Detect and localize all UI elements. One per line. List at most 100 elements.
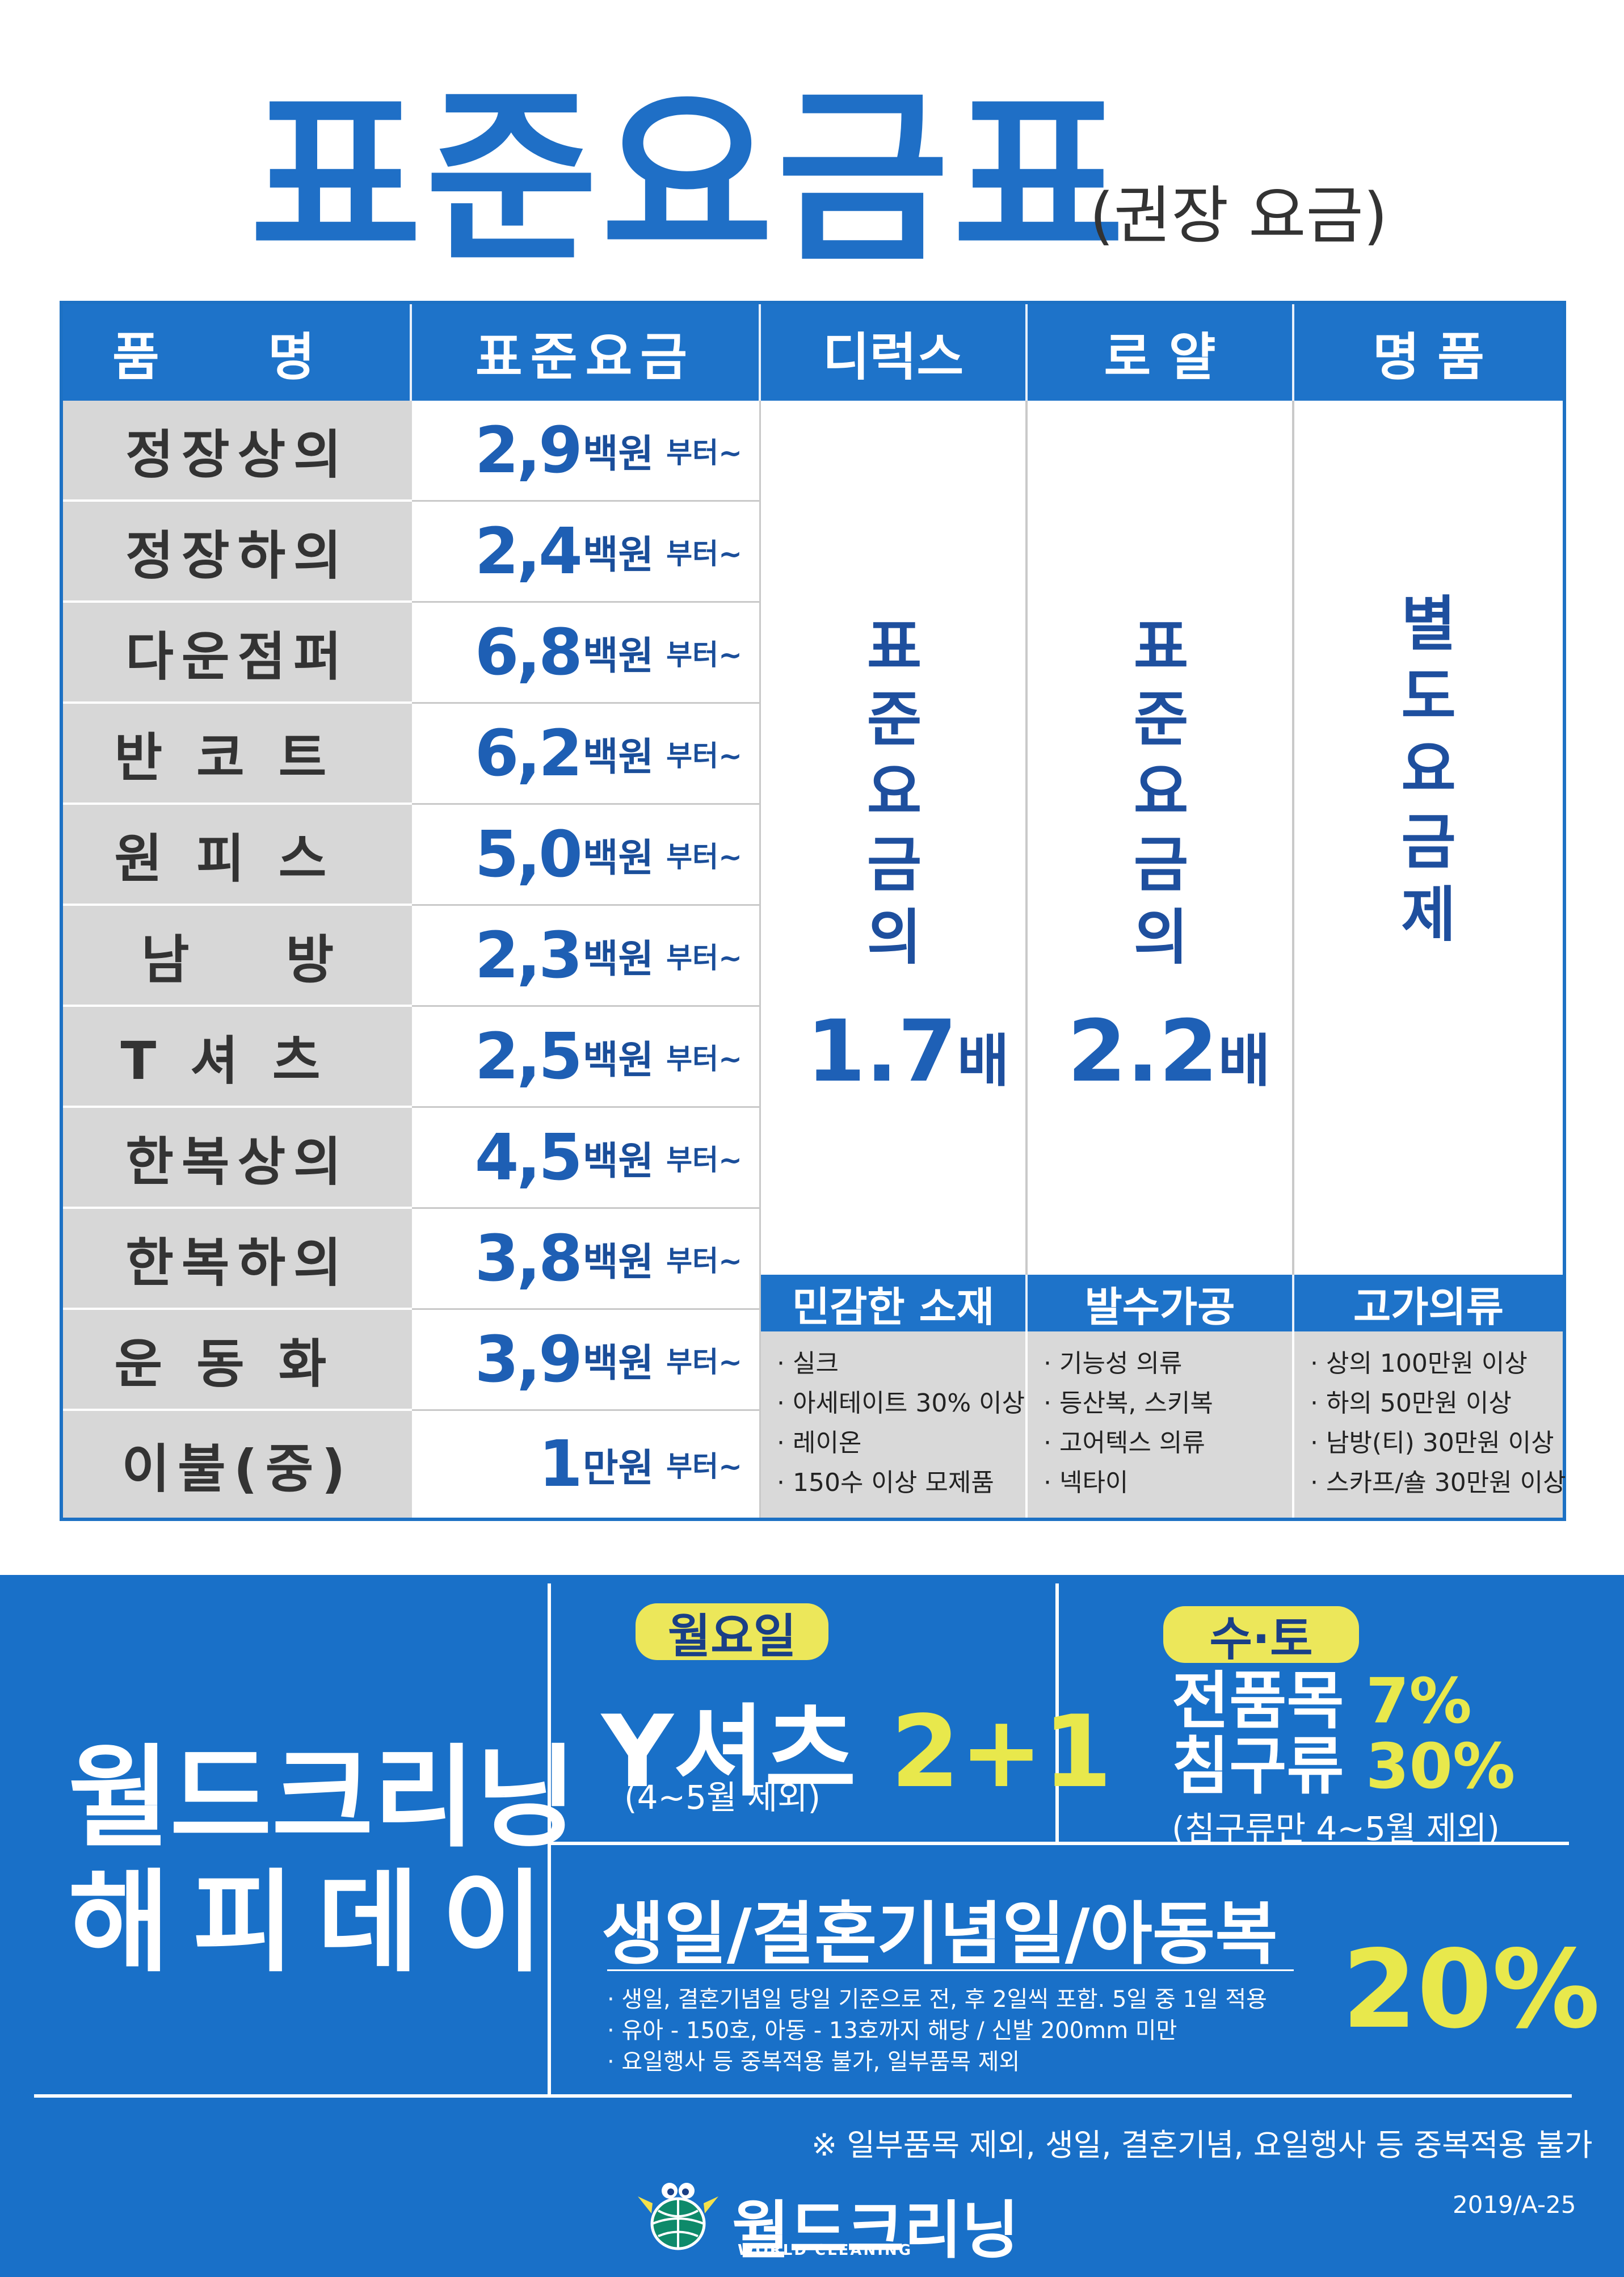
price-value: 4,5 [474,1120,583,1195]
royal-char: 금 [1133,830,1189,900]
royal-char: 요 [1133,758,1189,827]
item-name: 정장하의 [63,502,412,603]
wed-sat-badge: 수·토 [1163,1606,1359,1666]
price-from: 부터~ [666,1345,742,1379]
monday-item: Y셔츠 [601,1695,856,1810]
item-name: 정장상의 [63,401,412,502]
list-item: · 기능성 의류 [1044,1349,1183,1378]
monday-note: (4~5월 제외) [624,1778,821,1817]
price-value: 6,8 [474,615,583,690]
deluxe-multiplier-value: 1.7 [806,1002,957,1101]
price-from: 부터~ [666,638,742,671]
price-unit: 만원 [582,1446,654,1491]
price-value: 5,0 [474,817,583,892]
birthday-note: · 생일, 결혼기념일 당일 기준으로 전, 후 2일씩 포함. 5일 중 1일… [607,1986,1267,2013]
price-from: 부터~ [666,840,742,873]
list-item: · 150수 이상 모제품 [777,1468,994,1497]
divider [34,2094,1572,2098]
print-code: 2019/A-25 [1453,2191,1576,2219]
price-unit: 백원 [582,1139,654,1184]
happy-day-title-line1: 월드크리닝 [68,1733,577,1862]
royal-char: 의 [1133,903,1189,972]
item-price: 5,0 백원 부터~ [412,805,761,906]
price-unit: 백원 [582,634,654,679]
deluxe-char: 의 [866,903,922,972]
deluxe-multiplier: 1.7배 [806,1002,1009,1101]
header-standard-price: 표준요금 [412,304,761,401]
royal-char: 표 [1133,612,1189,682]
item-price: 6,8 백원 부터~ [412,603,761,704]
price-from: 부터~ [666,941,742,974]
item-price: 2,9 백원 부터~ [412,401,761,502]
monday-badge: 월요일 [636,1603,828,1663]
bedding-label: 침구류 [1172,1730,1344,1803]
divider [1055,1583,1059,1845]
item-name: 운동화 [63,1310,412,1411]
item-name: 다운점퍼 [63,603,412,704]
price-unit: 백원 [582,1038,654,1083]
divider [548,1583,551,2094]
deluxe-char: 요 [866,758,922,827]
divider [548,1842,1569,1845]
header-item-name: 품 명 [63,304,412,401]
price-value: 2,5 [474,1019,583,1094]
all-items-value: 7% [1365,1665,1472,1737]
divider [607,1969,1294,1971]
birthday-discount: 20% [1342,1927,1600,2052]
list-item: · 실크 [777,1349,839,1378]
royal-multiplier: 2.2배 [1067,1002,1270,1101]
brand-logo-subtitle: WORLD CLEANING [738,2242,913,2259]
price-table: 품 명 표준요금 디럭스 로 얄 명 품 정장상의 2,9 백원 부터~ 정장하의 … [60,301,1566,1521]
price-value: 2,3 [474,918,583,993]
bedding-discount: 침구류 30% [1172,1733,1515,1800]
luxury-char: 요 [1401,735,1456,804]
list-item: · 스카프/숄 30만원 이상 [1310,1468,1566,1497]
all-items-discount: 전품목 7% [1172,1668,1472,1734]
item-name: 남방 [63,906,412,1007]
price-from: 부터~ [666,537,742,570]
deluxe-column: 표 준 요 금 의 1.7배 [761,401,1028,1275]
list-item: · 하의 50만원 이상 [1310,1389,1512,1418]
item-price: 2,5 백원 부터~ [412,1007,761,1108]
luxury-sub-header: 고가의류 [1294,1275,1563,1331]
all-items-label: 전품목 [1172,1665,1344,1737]
price-from: 부터~ [666,1143,742,1177]
birthday-note: · 유아 - 150호, 아동 - 13호까지 해당 / 신발 200mm 미만 [607,2018,1177,2044]
luxury-column: 별 도 요 금 제 [1294,401,1563,1275]
item-name: 한복상의 [63,1108,412,1209]
price-value: 2,9 [474,413,583,488]
royal-sub-header: 발수가공 [1028,1275,1294,1331]
mascot-logo-icon [636,2179,721,2253]
item-price: 2,4 백원 부터~ [412,502,761,603]
happy-day-banner [0,1575,1624,2277]
deluxe-char: 준 [866,685,922,754]
luxury-char: 도 [1401,662,1456,732]
price-from: 부터~ [666,1042,742,1076]
list-item: · 등산복, 스키복 [1044,1389,1213,1418]
royal-column: 표 준 요 금 의 2.2배 [1028,401,1294,1275]
item-price: 4,5 백원 부터~ [412,1108,761,1209]
header-deluxe: 디럭스 [761,304,1028,401]
price-from: 부터~ [666,1450,742,1483]
price-from: 부터~ [666,1244,742,1278]
brand-logo: 월드크리닝 [732,2194,1019,2267]
header-luxury: 명 품 [1294,304,1563,401]
price-value: 2,4 [474,514,583,589]
luxury-material-list: · 상의 100만원 이상 · 하의 50만원 이상 · 남방(티) 30만원 … [1294,1331,1566,1518]
deluxe-char: 금 [866,830,922,900]
price-unit: 백원 [582,432,654,477]
item-price: 1 만원 부터~ [412,1411,761,1518]
bedding-value: 30% [1365,1730,1516,1803]
birthday-title: 생일/결혼기념일/아동복 [601,1895,1278,1974]
price-unit: 백원 [582,1240,654,1285]
price-unit: 백원 [582,836,654,881]
price-from: 부터~ [666,436,742,469]
item-price: 3,9 백원 부터~ [412,1310,761,1411]
luxury-vertical-text: 별 도 요 금 제 [1294,588,1563,951]
price-value: 1 [538,1427,583,1501]
item-name: 한복하의 [63,1209,412,1310]
deluxe-sub-header: 민감한 소재 [761,1275,1028,1331]
monday-deal: 2+1 [890,1695,1112,1810]
luxury-char: 제 [1401,880,1456,950]
deluxe-multiplier-suffix: 배 [957,1028,1009,1094]
